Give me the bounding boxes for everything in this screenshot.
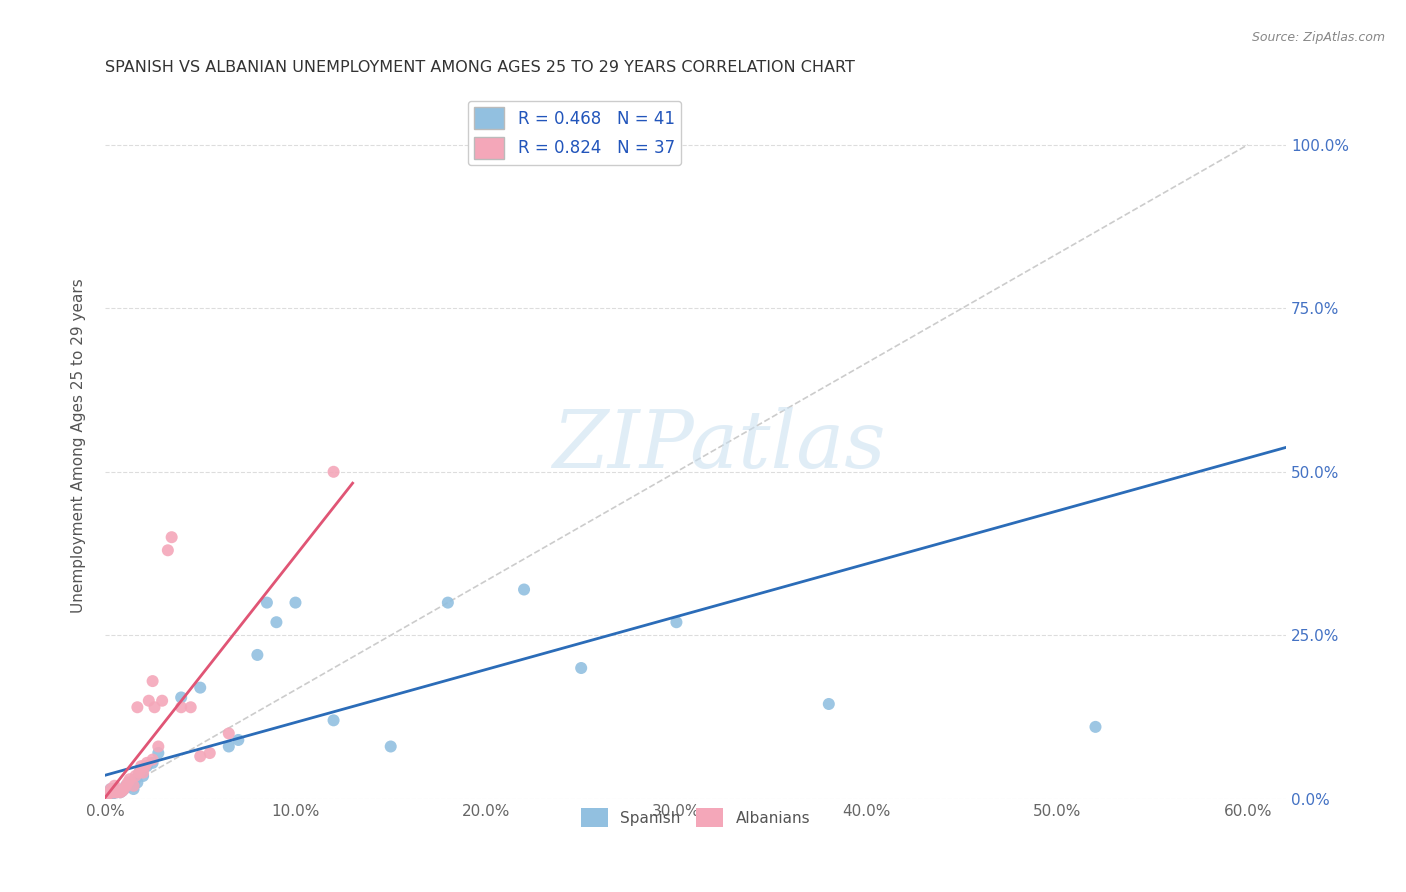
Point [101,787,124,801]
Y-axis label: Unemployment Among Ages 25 to 29 years: Unemployment Among Ages 25 to 29 years [72,278,86,613]
Point [817,697,839,711]
Text: SPANISH VS ALBANIAN UNEMPLOYMENT AMONG AGES 25 TO 29 YEARS CORRELATION CHART: SPANISH VS ALBANIAN UNEMPLOYMENT AMONG A… [105,60,855,75]
Point [256,596,278,610]
Point [665,615,688,630]
Point [96,789,118,803]
Point [103,779,125,793]
Point [218,726,240,740]
Point [513,582,536,597]
Point [117,775,139,789]
Point [322,714,344,728]
Point [100,782,122,797]
Point [122,779,145,793]
Point [380,739,402,754]
Point [124,772,146,787]
Point [115,779,138,793]
Point [188,749,211,764]
Point [569,661,592,675]
Point [107,784,129,798]
Point [135,756,157,770]
Point [322,465,344,479]
Point [97,787,120,801]
Point [180,700,202,714]
Text: Source: ZipAtlas.com: Source: ZipAtlas.com [1251,31,1385,45]
Text: ZIPatlas: ZIPatlas [553,407,886,484]
Point [138,694,160,708]
Legend: Spanish, Albanians: Spanish, Albanians [575,802,817,833]
Point [112,782,135,797]
Point [100,785,122,799]
Point [118,775,141,789]
Point [150,694,173,708]
Point [112,782,135,797]
Point [97,787,120,801]
Point [100,785,122,799]
Point [134,759,156,773]
Point [128,765,150,780]
Point [101,785,124,799]
Point [128,765,150,780]
Point [132,765,155,780]
Point [122,779,145,793]
Point [110,785,132,799]
Point [228,733,250,747]
Point [198,746,221,760]
Point [100,782,122,797]
Point [1084,720,1107,734]
Point [284,596,307,610]
Point [148,739,170,754]
Point [135,759,157,773]
Point [160,530,183,544]
Point [111,784,134,798]
Point [143,700,166,714]
Point [437,596,460,610]
Point [96,789,118,803]
Point [218,739,240,754]
Point [127,775,149,789]
Point [103,785,125,799]
Point [117,779,139,793]
Point [142,756,165,770]
Point [115,779,138,793]
Point [132,769,155,783]
Point [107,784,129,798]
Point [142,674,165,689]
Point [266,615,288,630]
Point [188,681,211,695]
Point [105,785,128,799]
Point [129,759,152,773]
Point [246,648,269,662]
Point [103,782,125,797]
Point [122,782,145,797]
Point [170,700,193,714]
Point [127,700,149,714]
Point [142,753,165,767]
Point [111,784,134,798]
Point [156,543,179,558]
Point [118,772,141,787]
Point [105,785,128,799]
Point [124,769,146,783]
Point [170,690,193,705]
Point [148,746,170,760]
Point [103,785,125,799]
Point [110,785,132,799]
